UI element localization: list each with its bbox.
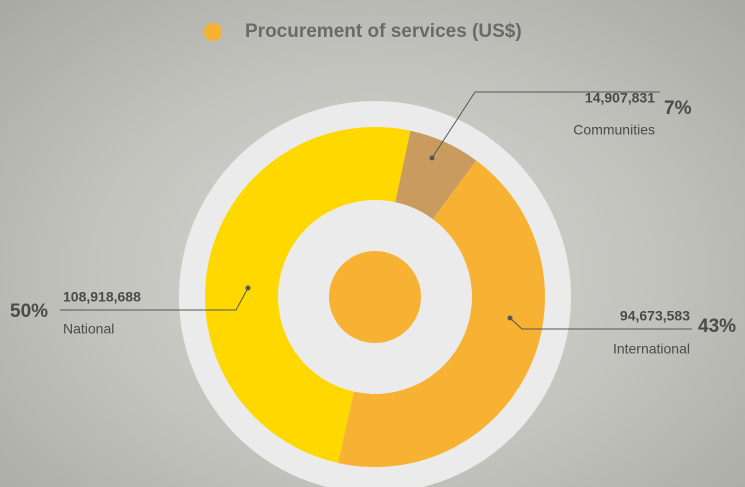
center-dot [329, 251, 421, 343]
value-label: 94,673,583 [620, 308, 690, 324]
leader-dot [507, 315, 513, 321]
category-label: International [613, 341, 690, 357]
leader-line [60, 287, 249, 311]
donut-slice [395, 130, 477, 220]
leader-dot [429, 155, 435, 161]
percent-label: 43% [698, 316, 736, 337]
leader-line [431, 91, 660, 159]
value-label: 14,907,831 [585, 90, 655, 106]
category-label: Communities [573, 122, 655, 138]
legend-swatch [204, 23, 222, 41]
leader-line [509, 317, 692, 330]
donut-slice [338, 160, 546, 468]
percent-label: 7% [664, 98, 692, 119]
percent-label: 50% [10, 301, 48, 322]
category-label: National [63, 321, 114, 337]
value-label: 108,918,688 [63, 289, 141, 305]
leader-dot [245, 285, 251, 291]
donut-slice [204, 126, 411, 463]
chart-title: Procurement of services (US$) [245, 21, 522, 42]
